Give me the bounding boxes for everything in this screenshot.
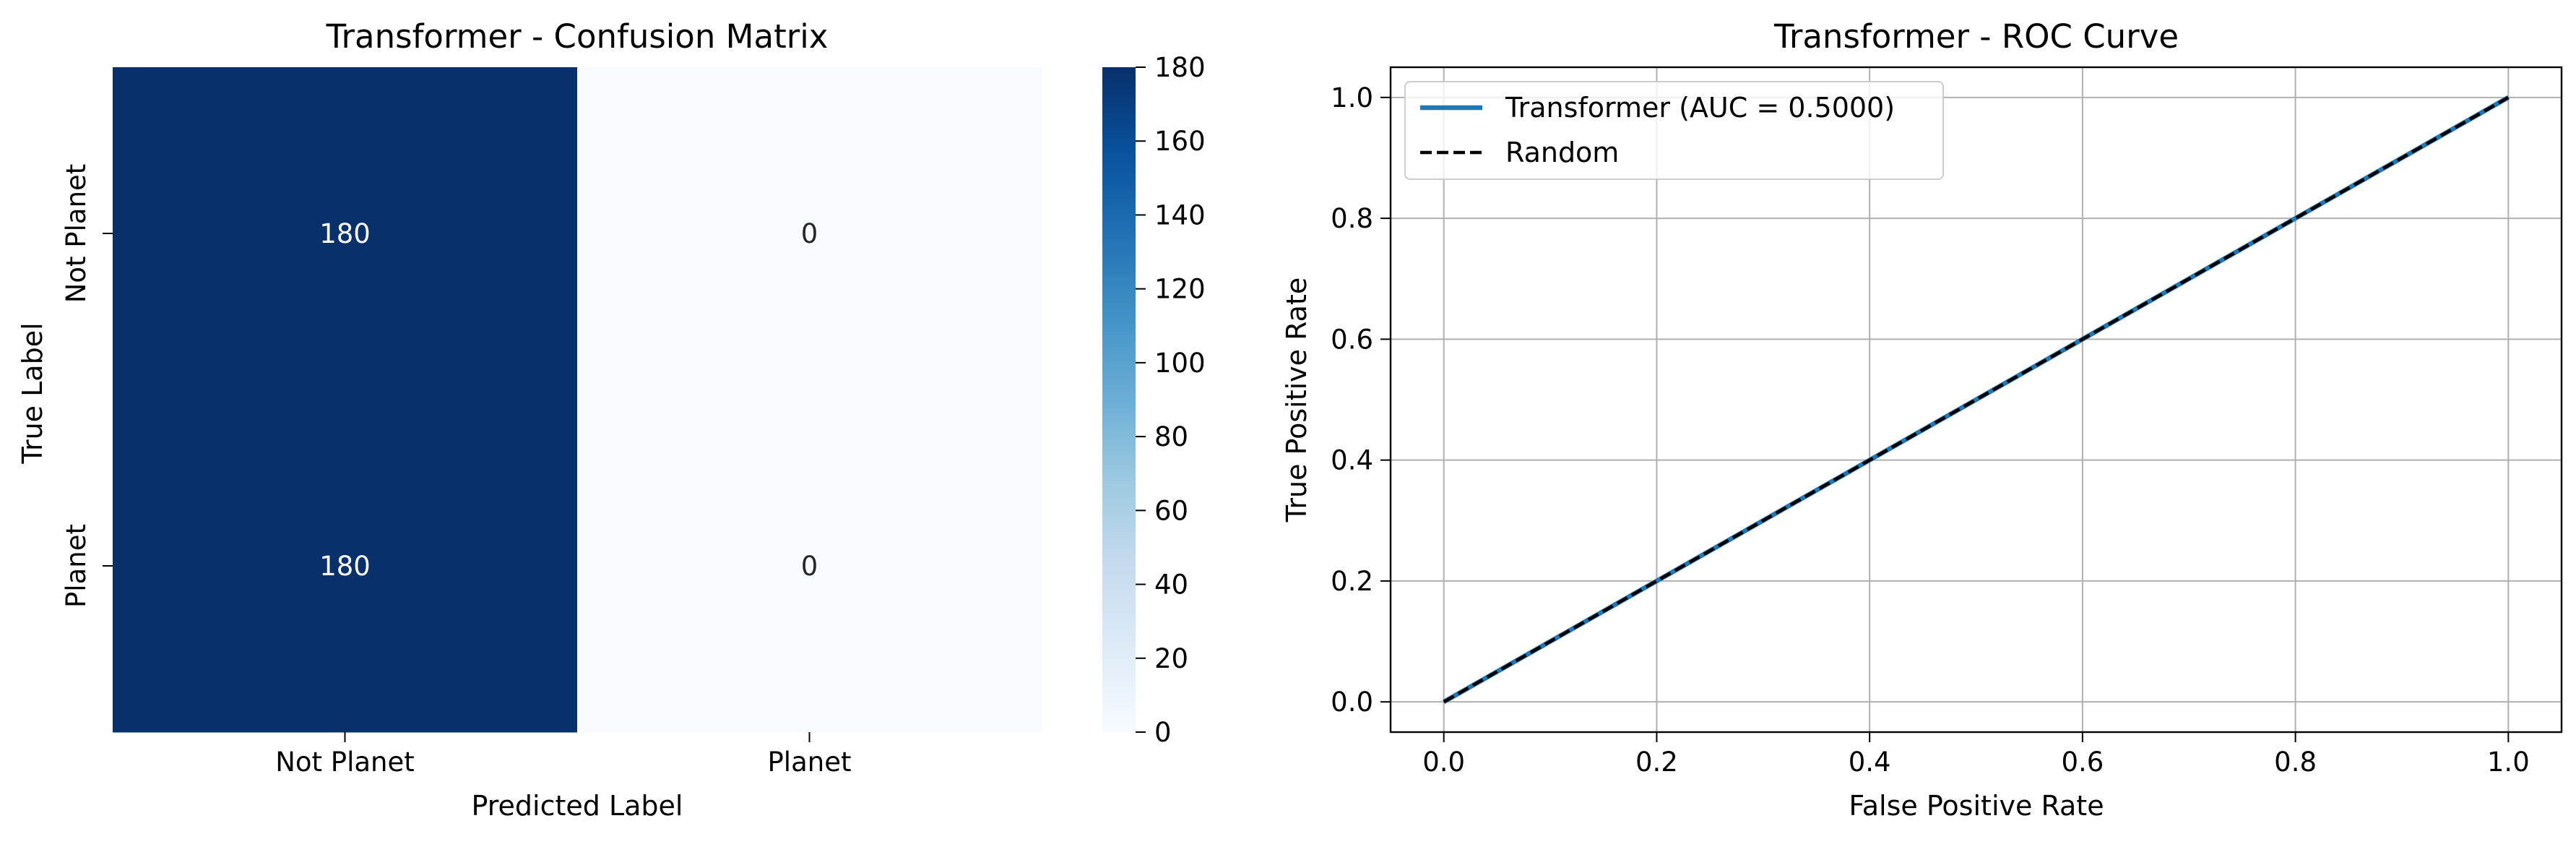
roc-x-ticks: 0.0 0.2 0.4 0.6 0.8 1.0 [1422,732,2530,778]
legend-items: Transformer (AUC = 0.5000) Random [1420,92,1895,168]
roc-grid [1391,67,2562,732]
roc-plot-frame [1389,66,2563,734]
roc-legend: Transformer (AUC = 0.5000) Random [1404,81,1944,180]
roc-x-tick-label: 0.0 [1422,747,1465,778]
heatmap-x-ticks: Not Planet Planet [275,732,852,778]
roc-y-axis-label: True Positive Rate [1281,278,1313,523]
heatmap-y-ticks: Not Planet Planet [61,164,113,608]
roc-series [1443,95,2510,705]
roc-x-tick-label: 0.2 [1635,747,1678,778]
heatmap-cell-value: 0 [801,218,818,249]
colorbar-ticks: 0 20 40 60 80 100 120 140 160 180 [1136,52,1206,748]
legend-label: Random [1505,137,1619,168]
heatmap-cell [113,400,578,733]
roc-y-tick-label: 0.2 [1331,566,1373,597]
roc-x-tick-label: 0.8 [2274,747,2317,778]
roc-x-tick-label: 0.6 [2061,747,2104,778]
roc-x-axis-label: False Positive Rate [1849,790,2104,822]
roc-y-ticks: 0.0 0.2 0.4 0.6 0.8 1.0 [1331,82,1391,718]
heatmap-x-axis-label: Predicted Label [472,790,683,822]
heatmap-cell-value: 0 [801,551,818,582]
colorbar-tick-label: 120 [1154,274,1206,305]
colorbar-tick-label: 160 [1154,126,1206,157]
colorbar-tick-label: 180 [1154,52,1206,83]
roc-y-tick-label: 0.6 [1331,324,1373,355]
roc-y-tick-label: 0.8 [1331,203,1373,234]
colorbar-tick-label: 60 [1154,495,1188,526]
colorbar-tick-label: 100 [1154,348,1206,379]
colorbar-tick-label: 20 [1154,643,1188,674]
roc-x-tick-label: 0.4 [1849,747,1891,778]
heatmap-x-tick-label: Not Planet [275,747,415,778]
roc-y-tick-label: 0.0 [1331,687,1373,718]
heatmap-cell [113,67,578,400]
heatmap-y-axis-label: True Label [17,322,48,464]
legend-label: Transformer (AUC = 0.5000) [1505,92,1895,124]
legend-box [1404,81,1944,180]
roc-y-tick-label: 0.4 [1331,445,1373,476]
heatmap-y-tick-label: Not Planet [61,164,92,304]
heatmap-cell-value: 180 [319,551,371,582]
heatmap-cells [113,67,1042,733]
roc-curve-panel: Transformer - ROC Curve 0.0 0.2 0.4 0.6 0.8 1… [1281,17,2563,822]
colorbar-tick-label: 80 [1154,421,1188,452]
roc-x-tick-label: 1.0 [2487,747,2530,778]
colorbar-gradient [1102,67,1136,732]
roc-y-tick-label: 1.0 [1331,82,1373,113]
roc-series-line [1443,95,2510,704]
colorbar: 0 20 40 60 80 100 120 140 160 180 [1102,52,1206,748]
colorbar-tick-label: 140 [1154,199,1206,231]
heatmap-x-tick-label: Planet [768,747,852,778]
colorbar-tick-label: 0 [1154,717,1172,748]
colorbar-tick-label: 40 [1154,569,1188,601]
heatmap-title: Transformer - Confusion Matrix [326,17,829,56]
heatmap-cell [577,67,1042,400]
heatmap-cell [577,400,1042,733]
heatmap-cell-labels: 180 0 180 0 [319,218,818,582]
roc-title: Transformer - ROC Curve [1773,17,2179,56]
heatmap-y-tick-label: Planet [61,524,92,608]
heatmap-cell-value: 180 [319,218,371,249]
